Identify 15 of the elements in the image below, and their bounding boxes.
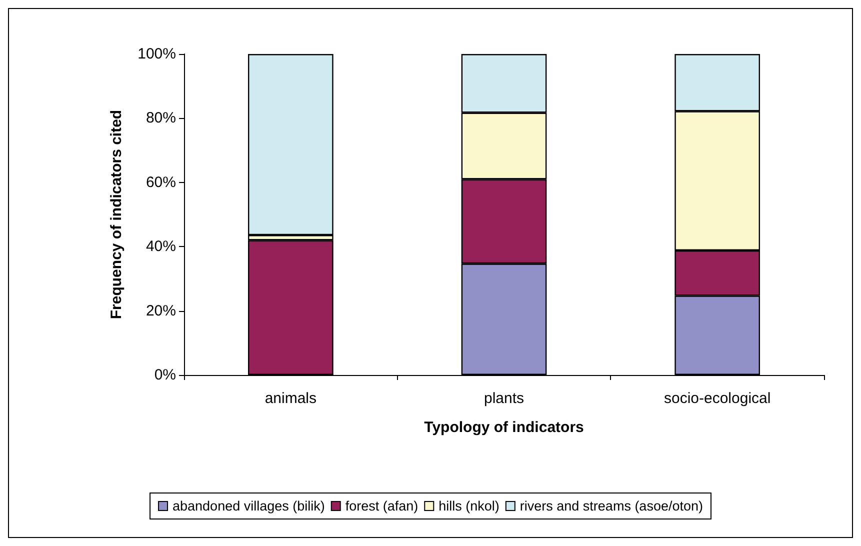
x-axis-title: Typology of indicators xyxy=(424,419,584,436)
legend-label: forest (afan) xyxy=(345,498,418,514)
legend-label: rivers and streams (asoe/oton) xyxy=(520,498,703,514)
y-tick-label: 40% xyxy=(146,238,176,256)
y-tick-label: 80% xyxy=(146,110,176,127)
legend-label: hills (nkol) xyxy=(438,498,500,514)
y-tick-label: 20% xyxy=(146,302,176,320)
y-tick-label: 100% xyxy=(138,46,176,62)
y-tick-label: 60% xyxy=(146,174,176,191)
y-axis-title: Frequency of indicators cited xyxy=(108,110,125,320)
y-tick-label: 0% xyxy=(154,366,176,384)
x-tick-label: socio-ecological xyxy=(664,390,771,407)
x-tick-label: plants xyxy=(484,390,524,407)
x-tick-label: animals xyxy=(264,390,317,407)
legend-label: abandoned villages (bilik) xyxy=(172,498,325,514)
